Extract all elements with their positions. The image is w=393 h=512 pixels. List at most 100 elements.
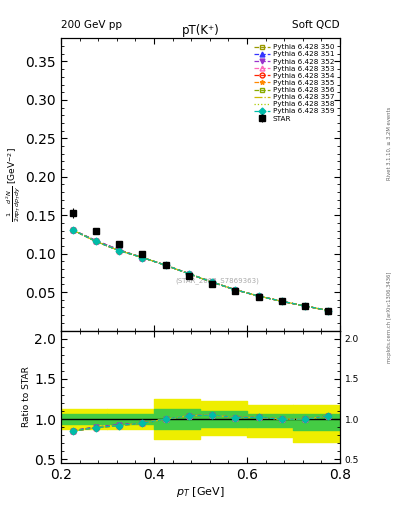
Pythia 6.428 353 <box>326 308 331 314</box>
Pythia 6.428 357 <box>256 293 261 299</box>
Pythia 6.428 354 <box>70 227 75 233</box>
Pythia 6.428 350 <box>163 262 168 268</box>
Pythia 6.428 355 <box>233 287 238 293</box>
Pythia 6.428 351 <box>163 262 168 268</box>
Pythia 6.428 352 <box>117 247 121 253</box>
Line: Pythia 6.428 357: Pythia 6.428 357 <box>73 230 328 311</box>
Line: Pythia 6.428 354: Pythia 6.428 354 <box>70 227 331 313</box>
Pythia 6.428 351 <box>210 279 215 285</box>
Pythia 6.428 350 <box>256 293 261 299</box>
Pythia 6.428 353 <box>233 287 238 293</box>
Pythia 6.428 356 <box>210 279 215 285</box>
Pythia 6.428 359 <box>233 287 238 293</box>
Pythia 6.428 358 <box>279 298 284 305</box>
Line: Pythia 6.428 353: Pythia 6.428 353 <box>70 227 331 313</box>
Pythia 6.428 358 <box>70 227 75 233</box>
Pythia 6.428 356 <box>94 238 98 244</box>
Pythia 6.428 353 <box>117 247 121 253</box>
Text: 200 GeV pp: 200 GeV pp <box>61 20 122 31</box>
Pythia 6.428 353 <box>140 254 145 261</box>
Pythia 6.428 350 <box>233 287 238 293</box>
Pythia 6.428 352 <box>326 308 331 314</box>
Pythia 6.428 352 <box>163 262 168 268</box>
Line: Pythia 6.428 352: Pythia 6.428 352 <box>70 227 331 313</box>
Pythia 6.428 350 <box>326 308 331 314</box>
Pythia 6.428 358 <box>117 247 121 253</box>
Pythia 6.428 359 <box>70 227 75 233</box>
Pythia 6.428 354 <box>279 298 284 305</box>
Pythia 6.428 358 <box>326 308 331 314</box>
Pythia 6.428 357 <box>186 271 191 277</box>
Pythia 6.428 352 <box>303 303 307 309</box>
Pythia 6.428 353 <box>163 262 168 268</box>
Line: Pythia 6.428 359: Pythia 6.428 359 <box>70 227 331 313</box>
Line: Pythia 6.428 351: Pythia 6.428 351 <box>70 227 331 313</box>
Pythia 6.428 357 <box>140 254 145 261</box>
Pythia 6.428 353 <box>256 293 261 299</box>
Pythia 6.428 358 <box>210 279 215 285</box>
Pythia 6.428 357 <box>303 303 307 309</box>
Pythia 6.428 359 <box>186 271 191 277</box>
Pythia 6.428 350 <box>140 254 145 261</box>
Text: mcplots.cern.ch [arXiv:1306.3436]: mcplots.cern.ch [arXiv:1306.3436] <box>387 272 392 363</box>
Pythia 6.428 352 <box>256 293 261 299</box>
Pythia 6.428 358 <box>303 303 307 309</box>
Pythia 6.428 359 <box>140 254 145 261</box>
Pythia 6.428 351 <box>256 293 261 299</box>
Pythia 6.428 351 <box>326 308 331 314</box>
Pythia 6.428 358 <box>186 271 191 277</box>
Pythia 6.428 356 <box>70 227 75 233</box>
Pythia 6.428 351 <box>70 227 75 233</box>
Pythia 6.428 352 <box>140 254 145 261</box>
Pythia 6.428 355 <box>70 227 75 233</box>
X-axis label: $p_T$ [GeV]: $p_T$ [GeV] <box>176 485 225 499</box>
Pythia 6.428 356 <box>140 254 145 261</box>
Pythia 6.428 355 <box>186 271 191 277</box>
Pythia 6.428 355 <box>117 247 121 253</box>
Line: Pythia 6.428 356: Pythia 6.428 356 <box>70 227 331 313</box>
Pythia 6.428 351 <box>279 298 284 305</box>
Pythia 6.428 355 <box>140 254 145 261</box>
Pythia 6.428 359 <box>303 303 307 309</box>
Pythia 6.428 352 <box>94 238 98 244</box>
Pythia 6.428 354 <box>326 308 331 314</box>
Pythia 6.428 355 <box>303 303 307 309</box>
Pythia 6.428 350 <box>70 227 75 233</box>
Pythia 6.428 359 <box>256 293 261 299</box>
Pythia 6.428 351 <box>186 271 191 277</box>
Pythia 6.428 357 <box>210 279 215 285</box>
Pythia 6.428 353 <box>186 271 191 277</box>
Text: (STAR_2008_S7869363): (STAR_2008_S7869363) <box>175 278 259 284</box>
Pythia 6.428 352 <box>186 271 191 277</box>
Pythia 6.428 355 <box>326 308 331 314</box>
Pythia 6.428 357 <box>326 308 331 314</box>
Pythia 6.428 350 <box>117 247 121 253</box>
Pythia 6.428 350 <box>303 303 307 309</box>
Pythia 6.428 354 <box>186 271 191 277</box>
Pythia 6.428 356 <box>117 247 121 253</box>
Title: pT(K⁺): pT(K⁺) <box>182 24 219 37</box>
Pythia 6.428 354 <box>233 287 238 293</box>
Pythia 6.428 356 <box>303 303 307 309</box>
Pythia 6.428 359 <box>117 247 121 253</box>
Pythia 6.428 355 <box>163 262 168 268</box>
Pythia 6.428 359 <box>210 279 215 285</box>
Pythia 6.428 355 <box>94 238 98 244</box>
Pythia 6.428 354 <box>163 262 168 268</box>
Pythia 6.428 350 <box>94 238 98 244</box>
Pythia 6.428 353 <box>70 227 75 233</box>
Pythia 6.428 353 <box>303 303 307 309</box>
Pythia 6.428 356 <box>256 293 261 299</box>
Y-axis label: Ratio to STAR: Ratio to STAR <box>22 367 31 428</box>
Pythia 6.428 353 <box>210 279 215 285</box>
Pythia 6.428 356 <box>326 308 331 314</box>
Pythia 6.428 352 <box>279 298 284 305</box>
Pythia 6.428 359 <box>279 298 284 305</box>
Pythia 6.428 358 <box>163 262 168 268</box>
Y-axis label: $\frac{1}{2\pi p_T} \frac{d^2N}{dp_T dy}$ [GeV$^{-2}$]: $\frac{1}{2\pi p_T} \frac{d^2N}{dp_T dy}… <box>4 147 22 222</box>
Pythia 6.428 357 <box>117 247 121 253</box>
Line: Pythia 6.428 350: Pythia 6.428 350 <box>70 227 331 313</box>
Pythia 6.428 354 <box>140 254 145 261</box>
Pythia 6.428 358 <box>140 254 145 261</box>
Pythia 6.428 353 <box>279 298 284 305</box>
